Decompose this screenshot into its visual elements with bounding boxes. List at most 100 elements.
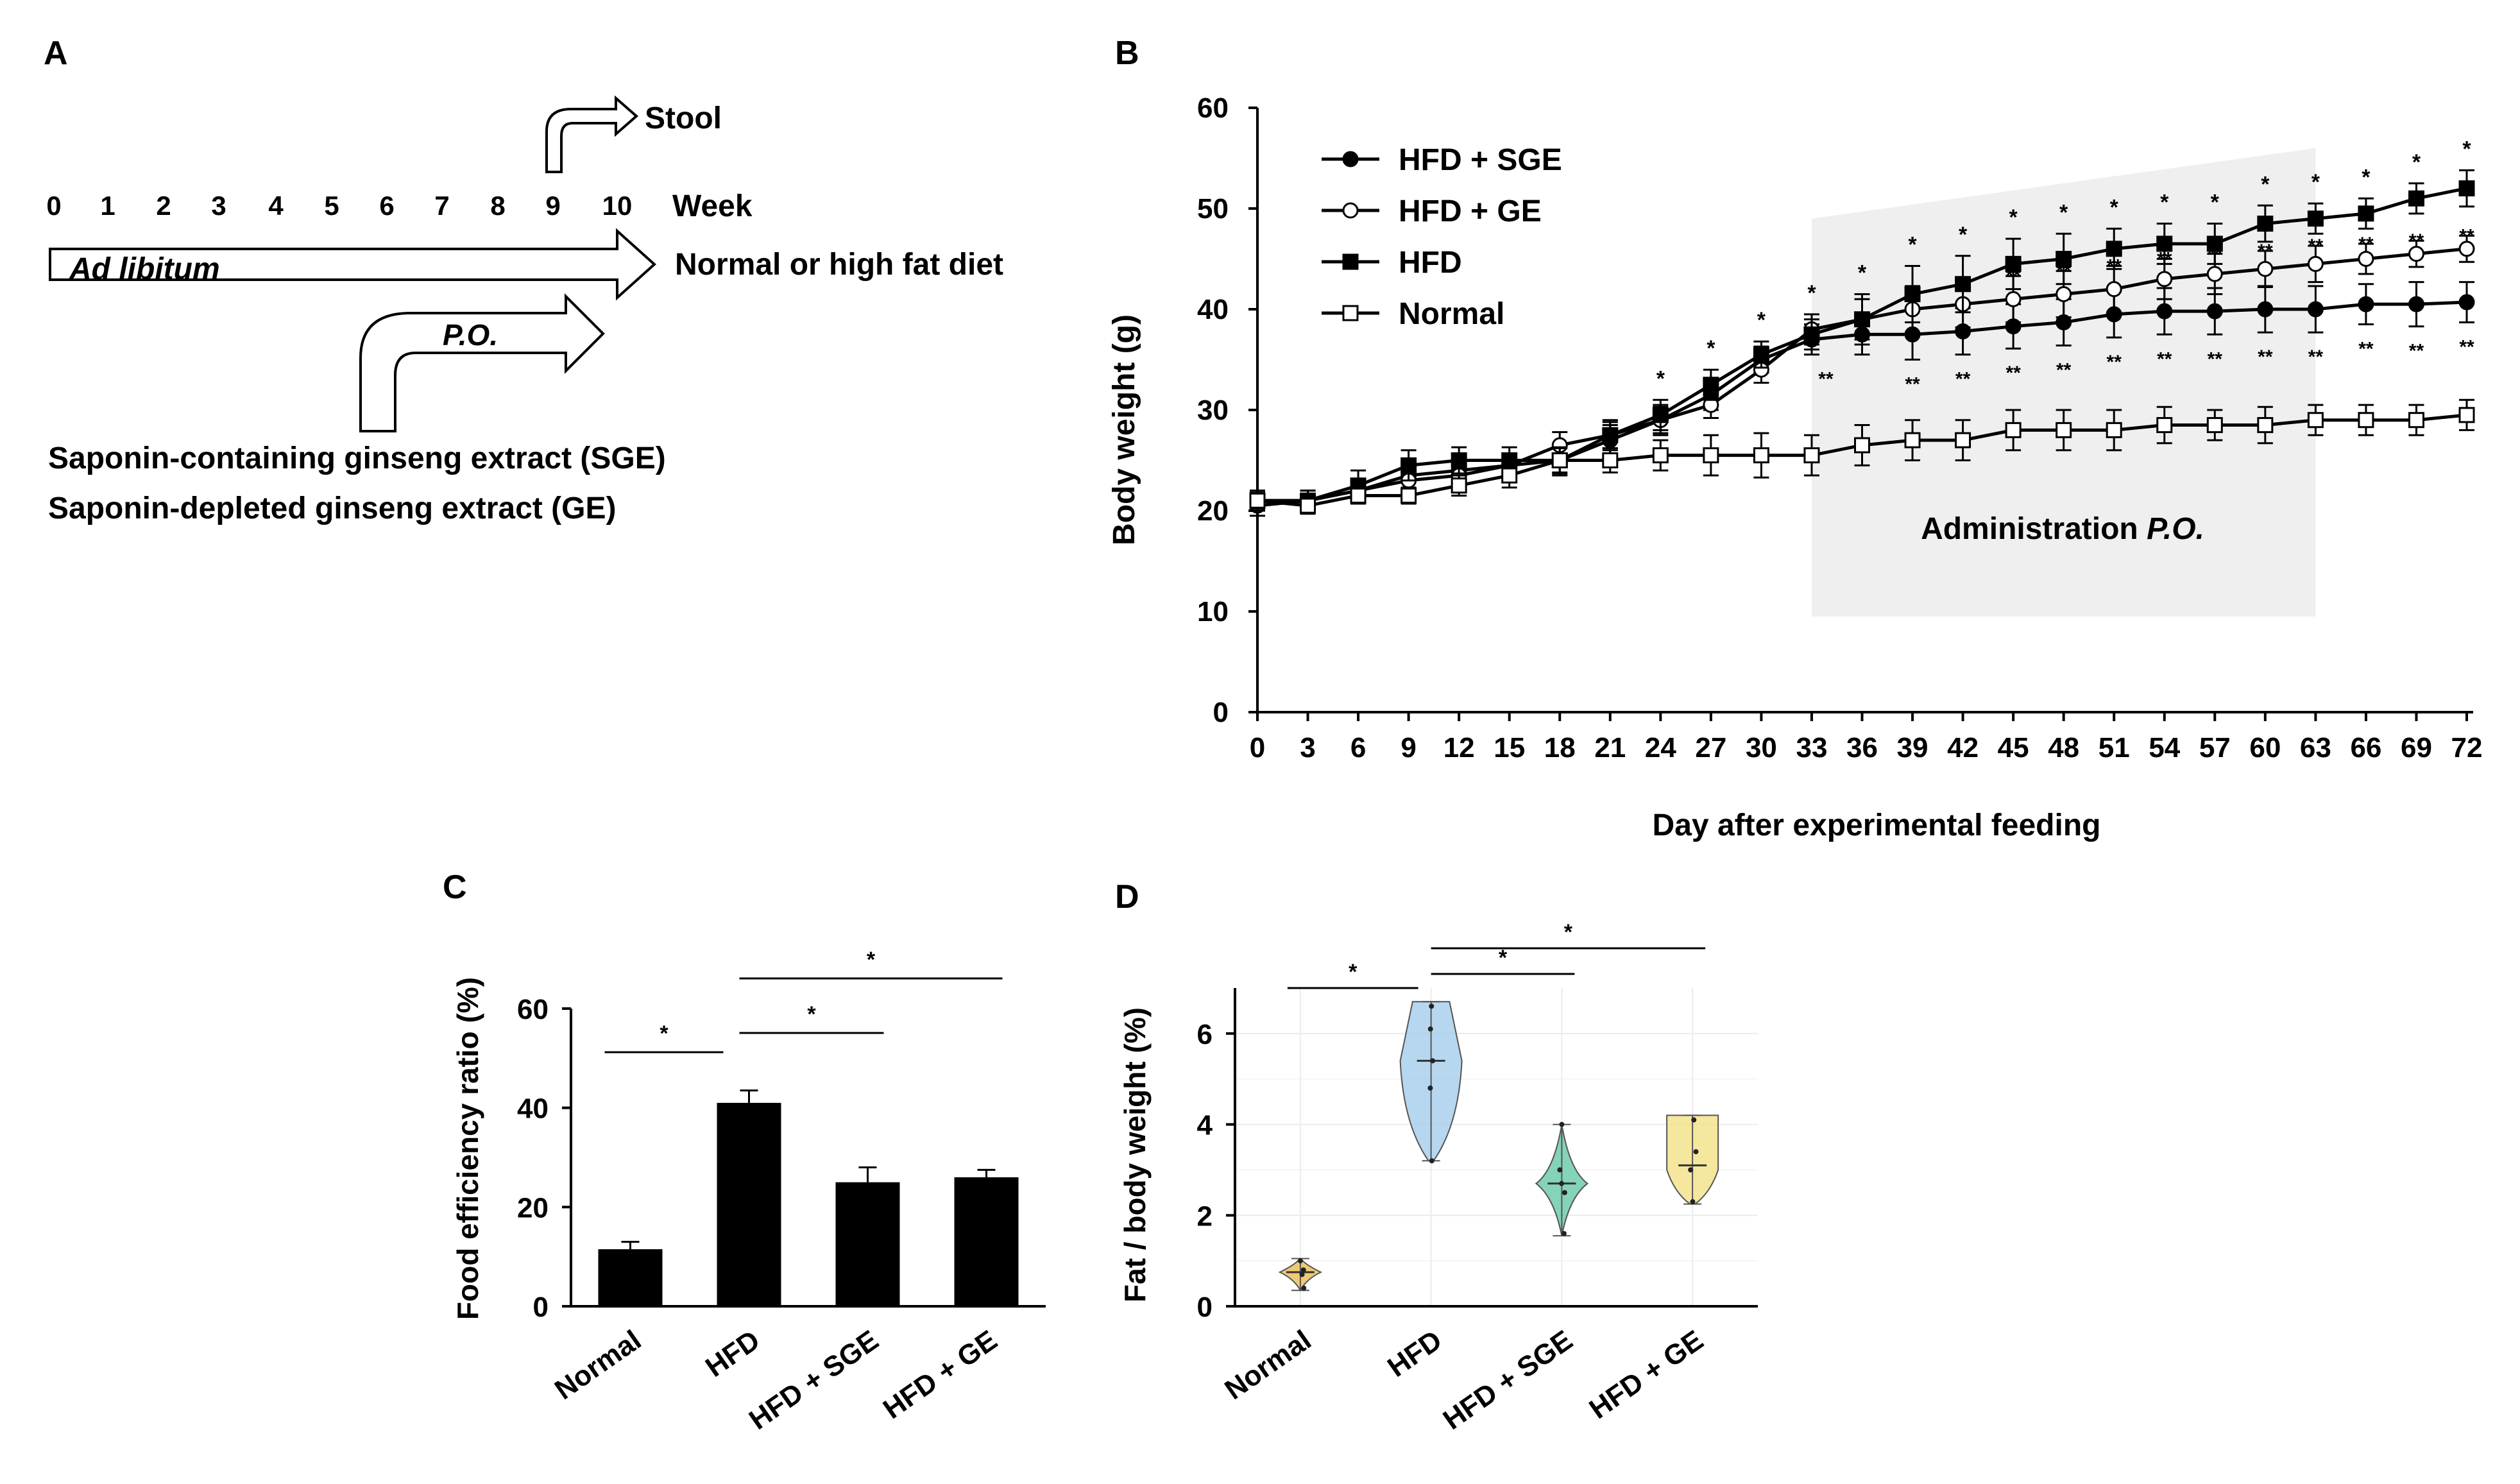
- sge-description: Saponin-containing ginseng extract (SGE): [48, 441, 666, 475]
- data-point: [1249, 492, 1266, 509]
- week-tick: 7: [434, 191, 449, 221]
- double-star-marker: **: [2258, 241, 2273, 262]
- significance-star: *: [1564, 920, 1573, 944]
- star-marker: *: [2462, 137, 2471, 161]
- legend-label: HFD: [1399, 246, 1462, 280]
- week-label: Week: [672, 189, 753, 223]
- star-marker: *: [1959, 223, 1968, 247]
- double-star-marker: **: [2308, 346, 2324, 368]
- star-marker: *: [2009, 205, 2018, 230]
- data-point: [2307, 301, 2324, 318]
- data-point: [2408, 296, 2424, 312]
- data-point: [2458, 241, 2475, 257]
- data-point: [1688, 1167, 1694, 1173]
- x-tick-label: 6: [1350, 732, 1366, 763]
- y-tick-label: 60: [1197, 92, 1229, 124]
- star-marker: *: [1757, 308, 1766, 332]
- double-star-marker: **: [2409, 341, 2424, 362]
- data-point: [2156, 271, 2173, 287]
- ad-libitum-arrow-icon: [49, 228, 656, 301]
- week-scale: 0 1 2 3 4 5 6 7 8 9 10 Week: [46, 189, 753, 223]
- double-star-marker: **: [1905, 374, 1920, 395]
- week-tick: 5: [324, 191, 339, 221]
- week-tick: 0: [46, 191, 61, 221]
- data-point: [1904, 286, 1921, 302]
- x-tick-label: 66: [2350, 732, 2381, 763]
- data-point: [1803, 447, 1820, 464]
- star-marker: *: [2211, 191, 2220, 215]
- data-point: [1652, 447, 1669, 464]
- data-point: [2358, 296, 2374, 312]
- bar: [717, 1102, 781, 1306]
- data-point: [1350, 487, 1366, 504]
- data-point: [1602, 452, 1619, 468]
- double-star-marker: **: [2459, 336, 2474, 357]
- y-tick-label: 0: [533, 1292, 549, 1323]
- double-star-marker: **: [2056, 260, 2072, 282]
- week-tick: 9: [545, 191, 560, 221]
- data-point: [1342, 151, 1359, 167]
- data-point: [2206, 303, 2223, 320]
- data-point: [1690, 1199, 1696, 1205]
- x-tick-label: 24: [1645, 732, 1676, 763]
- data-point: [2056, 251, 2072, 267]
- x-tick-label: 48: [2048, 732, 2079, 763]
- x-tick-label: 54: [2149, 732, 2180, 763]
- data-point: [2056, 422, 2072, 438]
- data-point: [2307, 210, 2324, 227]
- data-point: [1557, 1167, 1563, 1173]
- x-tick-label: 69: [2401, 732, 2432, 763]
- data-point: [1691, 1117, 1697, 1123]
- data-point: [2408, 190, 2424, 207]
- po-arrow-icon: [359, 293, 605, 432]
- data-point: [1427, 1026, 1433, 1032]
- double-star-marker: **: [2005, 266, 2021, 287]
- data-point: [1703, 377, 1719, 393]
- data-point: [1300, 1267, 1306, 1273]
- y-tick-label: 40: [517, 1093, 549, 1125]
- y-tick-label: 0: [1213, 697, 1229, 728]
- stool-arrow-icon: [545, 95, 639, 173]
- data-point: [1429, 1158, 1435, 1164]
- x-tick-label: 60: [2249, 732, 2281, 763]
- double-star-marker: **: [2107, 352, 2122, 373]
- x-tick-label: 27: [1695, 732, 1726, 763]
- data-point: [1602, 427, 1619, 443]
- data-point: [2408, 246, 2424, 262]
- data-point: [1501, 467, 1518, 484]
- administration-shade: [1811, 148, 2316, 617]
- x-tick-label: 3: [1300, 732, 1315, 763]
- data-point: [1693, 1149, 1699, 1155]
- data-point: [2156, 235, 2173, 252]
- data-point: [2005, 291, 2022, 307]
- star-marker: *: [2160, 191, 2169, 215]
- ge-description: Saponin-depleted ginseng extract (GE): [48, 491, 616, 525]
- double-star-marker: **: [1818, 369, 1834, 390]
- x-tick-label: 18: [1544, 732, 1576, 763]
- series-normal: [1249, 398, 2475, 515]
- diet-label: Normal or high fat diet: [675, 248, 1003, 282]
- data-point: [2005, 255, 2022, 272]
- data-point: [2257, 417, 2274, 434]
- week-tick: 4: [268, 191, 284, 221]
- y-tick-label: 60: [517, 994, 549, 1025]
- week-tick: 2: [156, 191, 171, 221]
- x-tick-label: 39: [1897, 732, 1928, 763]
- star-marker: *: [1807, 281, 1816, 305]
- x-tick-label: HFD + SGE: [744, 1324, 884, 1436]
- data-point: [1562, 1190, 1567, 1195]
- star-marker: *: [1707, 336, 1715, 361]
- data-point: [1703, 447, 1719, 464]
- x-tick-label: HFD + GE: [1584, 1324, 1709, 1425]
- legend-label: HFD + SGE: [1399, 143, 1562, 177]
- double-star-marker: **: [2056, 360, 2072, 381]
- data-point: [1400, 487, 1417, 504]
- data-point: [1753, 447, 1769, 464]
- data-point: [2206, 266, 2223, 282]
- significance-star: *: [807, 1002, 816, 1027]
- star-marker: *: [2261, 172, 2270, 196]
- data-point: [1904, 432, 1921, 448]
